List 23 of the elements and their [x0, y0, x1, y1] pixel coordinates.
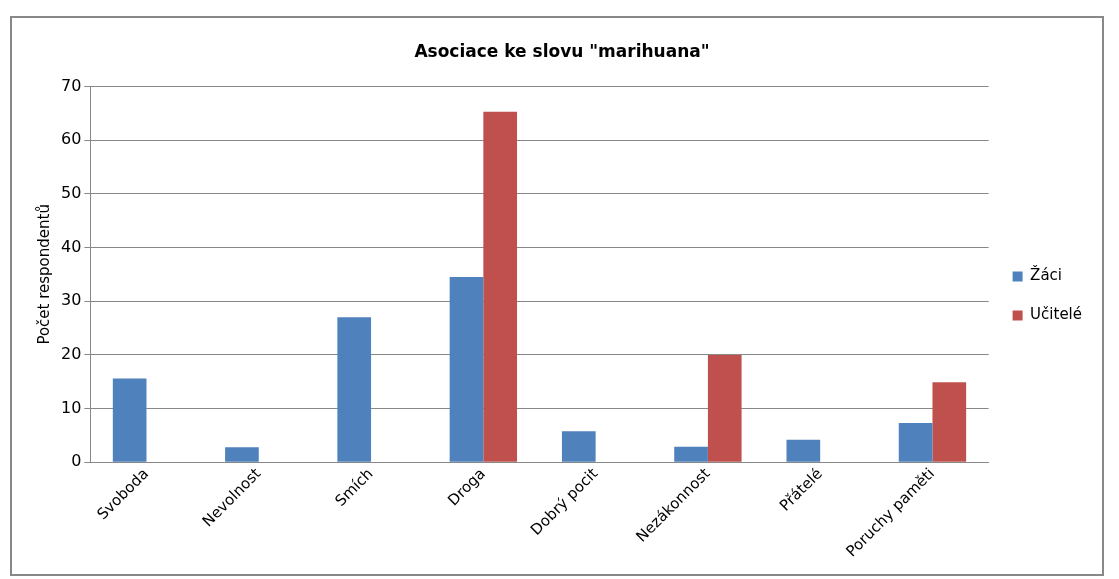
- chart-title: Asociace ke slovu "marihuana": [414, 40, 710, 61]
- bar: [561, 431, 596, 462]
- y-axis-title: Počet respondentů: [34, 204, 53, 345]
- bar: [674, 446, 708, 462]
- legend-label: Žáci: [1030, 265, 1062, 285]
- y-tick-label: 40: [61, 236, 82, 256]
- bar: [112, 378, 147, 462]
- legend-label: Učitelé: [1030, 305, 1083, 324]
- bar: [449, 277, 484, 462]
- y-tick-label: 70: [61, 75, 82, 95]
- bar: [786, 439, 821, 462]
- bar: [898, 423, 933, 462]
- bar: [483, 111, 518, 462]
- bar: [932, 382, 967, 462]
- bar: [225, 447, 259, 462]
- y-tick-label: 20: [61, 344, 82, 364]
- y-tick-label: 30: [61, 290, 82, 310]
- y-tick-label: 50: [61, 182, 82, 202]
- y-tick-label: 10: [61, 397, 82, 417]
- bar: [337, 317, 372, 462]
- y-tick-label: 0: [71, 451, 82, 471]
- y-tick-label: 60: [61, 129, 82, 149]
- bar: [707, 354, 742, 462]
